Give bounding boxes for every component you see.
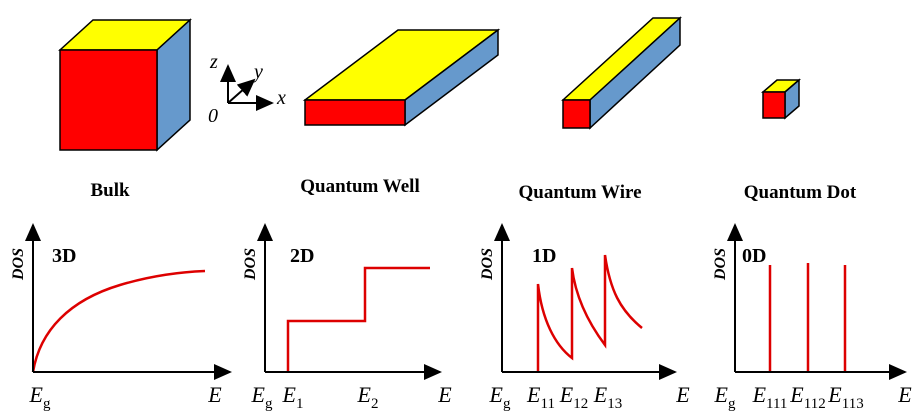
energy-label: Eg <box>489 382 511 412</box>
dos-2d <box>288 268 430 372</box>
energy-label: E112 <box>789 382 825 412</box>
axes-icon: z y x 0 <box>208 51 286 127</box>
dos-label: DOS <box>242 248 259 281</box>
energy-subscript: 113 <box>842 396 864 412</box>
energy-symbol: E <box>559 382 574 407</box>
energy-label: E111 <box>752 382 788 412</box>
caption: Quantum Wire <box>519 182 642 203</box>
dos-0d <box>770 263 845 372</box>
energy-label: Eg <box>29 382 51 412</box>
energy-label: E12 <box>559 382 588 412</box>
y-arrow <box>228 80 254 103</box>
energy-symbol: E <box>282 382 297 407</box>
dos-label: DOS <box>712 248 729 281</box>
energy-subscript: 111 <box>766 396 787 412</box>
energy-subscript: 2 <box>371 396 379 412</box>
caption: Quantum Dot <box>744 182 857 203</box>
energy-symbol: E <box>357 382 372 407</box>
caption: Quantum Well <box>300 176 419 197</box>
dot-front <box>763 92 785 118</box>
x-axis-label: E <box>437 382 452 407</box>
energy-subscript: 13 <box>607 396 622 412</box>
origin-label: 0 <box>208 105 218 127</box>
energy-label: E113 <box>827 382 863 412</box>
dimension-label: 1D <box>532 245 556 267</box>
energy-symbol: E <box>29 382 44 407</box>
x-axis-label: E <box>897 382 912 407</box>
energy-symbol: E <box>526 382 541 407</box>
energy-symbol: E <box>714 382 729 407</box>
energy-subscript: g <box>728 396 736 412</box>
figure: z y x 0 Bulk Quantum Well Quantum Wire Q… <box>0 0 914 416</box>
dos-3d <box>33 271 205 372</box>
energy-symbol: E <box>251 382 266 407</box>
energy-subscript: 112 <box>804 396 826 412</box>
dos-label: DOS <box>479 248 496 281</box>
energy-label: E13 <box>593 382 622 412</box>
energy-subscript: g <box>43 396 51 412</box>
dimension-label: 3D <box>52 245 76 267</box>
energy-subscript: 11 <box>541 396 555 412</box>
dimension-label: 2D <box>290 245 314 267</box>
energy-symbol: E <box>752 382 767 407</box>
energy-symbol: E <box>593 382 608 407</box>
energy-label: Eg <box>714 382 736 412</box>
caption: Bulk <box>90 180 130 201</box>
x-label: x <box>276 87 286 109</box>
z-label: z <box>209 51 218 73</box>
wire-front <box>563 100 590 128</box>
shapes <box>60 18 799 150</box>
well-front <box>305 100 405 125</box>
energy-subscript: g <box>265 396 273 412</box>
energy-symbol: E <box>489 382 504 407</box>
energy-symbol: E <box>789 382 804 407</box>
energy-label: E2 <box>357 382 379 412</box>
x-axis-label: E <box>207 382 222 407</box>
energy-label: E11 <box>526 382 555 412</box>
energy-symbol: E <box>827 382 842 407</box>
dos-1d <box>538 255 642 372</box>
energy-label: E1 <box>282 382 304 412</box>
energy-subscript: g <box>503 396 511 412</box>
x-axis-label: E <box>675 382 690 407</box>
dos-label: DOS <box>10 248 27 281</box>
energy-subscript: 1 <box>296 396 304 412</box>
energy-subscript: 12 <box>573 396 588 412</box>
bulk-front <box>60 50 157 150</box>
energy-label: Eg <box>251 382 273 412</box>
y-label: y <box>252 61 263 83</box>
dimension-label: 0D <box>742 245 766 267</box>
